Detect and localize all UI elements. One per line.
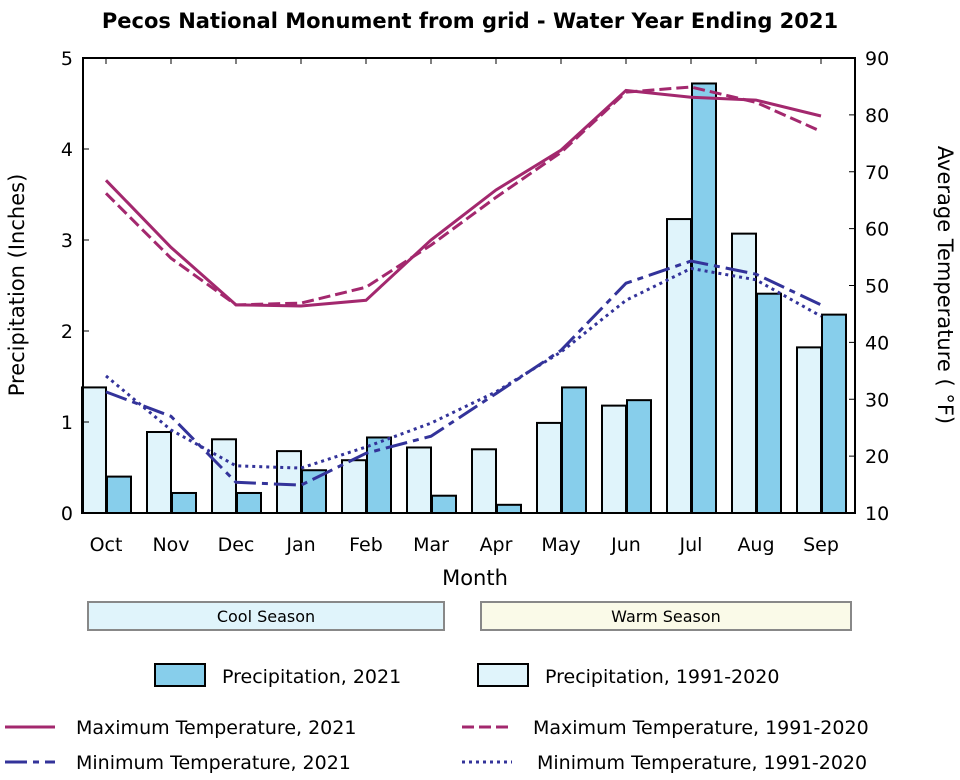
y-tick-label: 3	[61, 230, 73, 252]
bar-precip-2021-apr	[496, 503, 522, 514]
bar-precip-2021-jun	[626, 399, 652, 514]
bar-precip-normal-apr	[471, 448, 497, 514]
bar-precip-normal-oct	[81, 386, 107, 515]
legend-label: Minimum Temperature, 2021	[76, 752, 351, 774]
y2-tick-label: 80	[865, 105, 889, 127]
bar-precip-2021-may	[561, 386, 587, 515]
bar-precip-normal-dec	[211, 438, 237, 515]
bar-precip-normal-sep	[796, 346, 822, 514]
bar-precip-normal-nov	[146, 431, 172, 515]
bar-precip-2021-aug	[756, 292, 782, 514]
y2-tick-label: 90	[865, 48, 889, 70]
legend-swatch-precip-normal	[477, 663, 529, 687]
bar-precip-2021-oct	[106, 475, 132, 515]
x-tick-label: Apr	[480, 534, 513, 556]
legend-label: Precipitation, 2021	[222, 666, 401, 688]
chart-title: Pecos National Monument from grid - Wate…	[102, 9, 838, 33]
bar-precip-2021-mar	[431, 494, 457, 514]
y2-tick-label: 40	[865, 332, 889, 354]
legend-swatch-precip-2021	[154, 663, 206, 687]
bar-precip-2021-dec	[236, 491, 262, 515]
bar-precip-normal-may	[536, 421, 562, 514]
x-tick-label: Nov	[152, 534, 189, 556]
y2-axis-label: Average Temperature ( °F)	[933, 146, 957, 424]
x-tick-label: Jun	[610, 534, 641, 556]
bar-precip-normal-aug	[731, 232, 757, 514]
y-tick-label: 0	[61, 503, 73, 525]
legend-label: Maximum Temperature, 2021	[76, 717, 356, 739]
legend-label: Maximum Temperature, 1991-2020	[533, 717, 869, 739]
line-maximum-temperature-1991-2020	[104, 85, 822, 307]
y2-tick-label: 10	[865, 503, 889, 525]
bar-precip-normal-mar	[406, 446, 432, 515]
cool-season-label: Cool Season	[217, 607, 315, 626]
y-tick-label: 4	[61, 139, 73, 161]
bar-precip-normal-jun	[601, 404, 627, 514]
y2-tick-label: 70	[865, 162, 889, 184]
x-tick-label: Mar	[413, 534, 449, 556]
y2-tick-label: 50	[865, 276, 889, 298]
x-tick-label: Jan	[285, 534, 315, 556]
y-tick-label: 5	[61, 48, 73, 70]
bar-precip-normal-feb	[341, 459, 367, 514]
line-minimum-temperature-2021	[105, 259, 822, 487]
x-tick-label: May	[541, 534, 580, 556]
legend-label: Precipitation, 1991-2020	[545, 666, 779, 688]
y-tick-label: 1	[61, 412, 73, 434]
bar-precip-normal-jan	[276, 450, 302, 514]
x-tick-label: Feb	[349, 534, 383, 556]
y-axis-label: Precipitation (Inches)	[5, 174, 29, 397]
legend: Precipitation, 2021 Precipitation, 1991-…	[5, 663, 869, 774]
cool-season-box	[87, 601, 445, 631]
bar-precip-2021-jul	[691, 82, 717, 514]
bar-precip-2021-nov	[171, 491, 197, 515]
warm-season-box	[480, 601, 852, 631]
y2-tick-label: 20	[865, 446, 889, 468]
x-tick-label: Aug	[737, 534, 774, 556]
warm-season-label: Warm Season	[611, 607, 721, 626]
x-tick-label: Jul	[679, 534, 703, 556]
x-tick-label: Oct	[90, 534, 123, 556]
bar-precip-2021-sep	[821, 313, 847, 514]
y2-tick-label: 60	[865, 219, 889, 241]
x-tick-label: Sep	[803, 534, 839, 556]
bar-precip-2021-jan	[301, 469, 327, 515]
y-tick-label: 2	[61, 321, 73, 343]
y2-tick-label: 30	[865, 389, 889, 411]
legend-label: Minimum Temperature, 1991-2020	[537, 752, 867, 774]
x-tick-label: Dec	[218, 534, 255, 556]
x-axis-label: Month	[442, 566, 508, 590]
